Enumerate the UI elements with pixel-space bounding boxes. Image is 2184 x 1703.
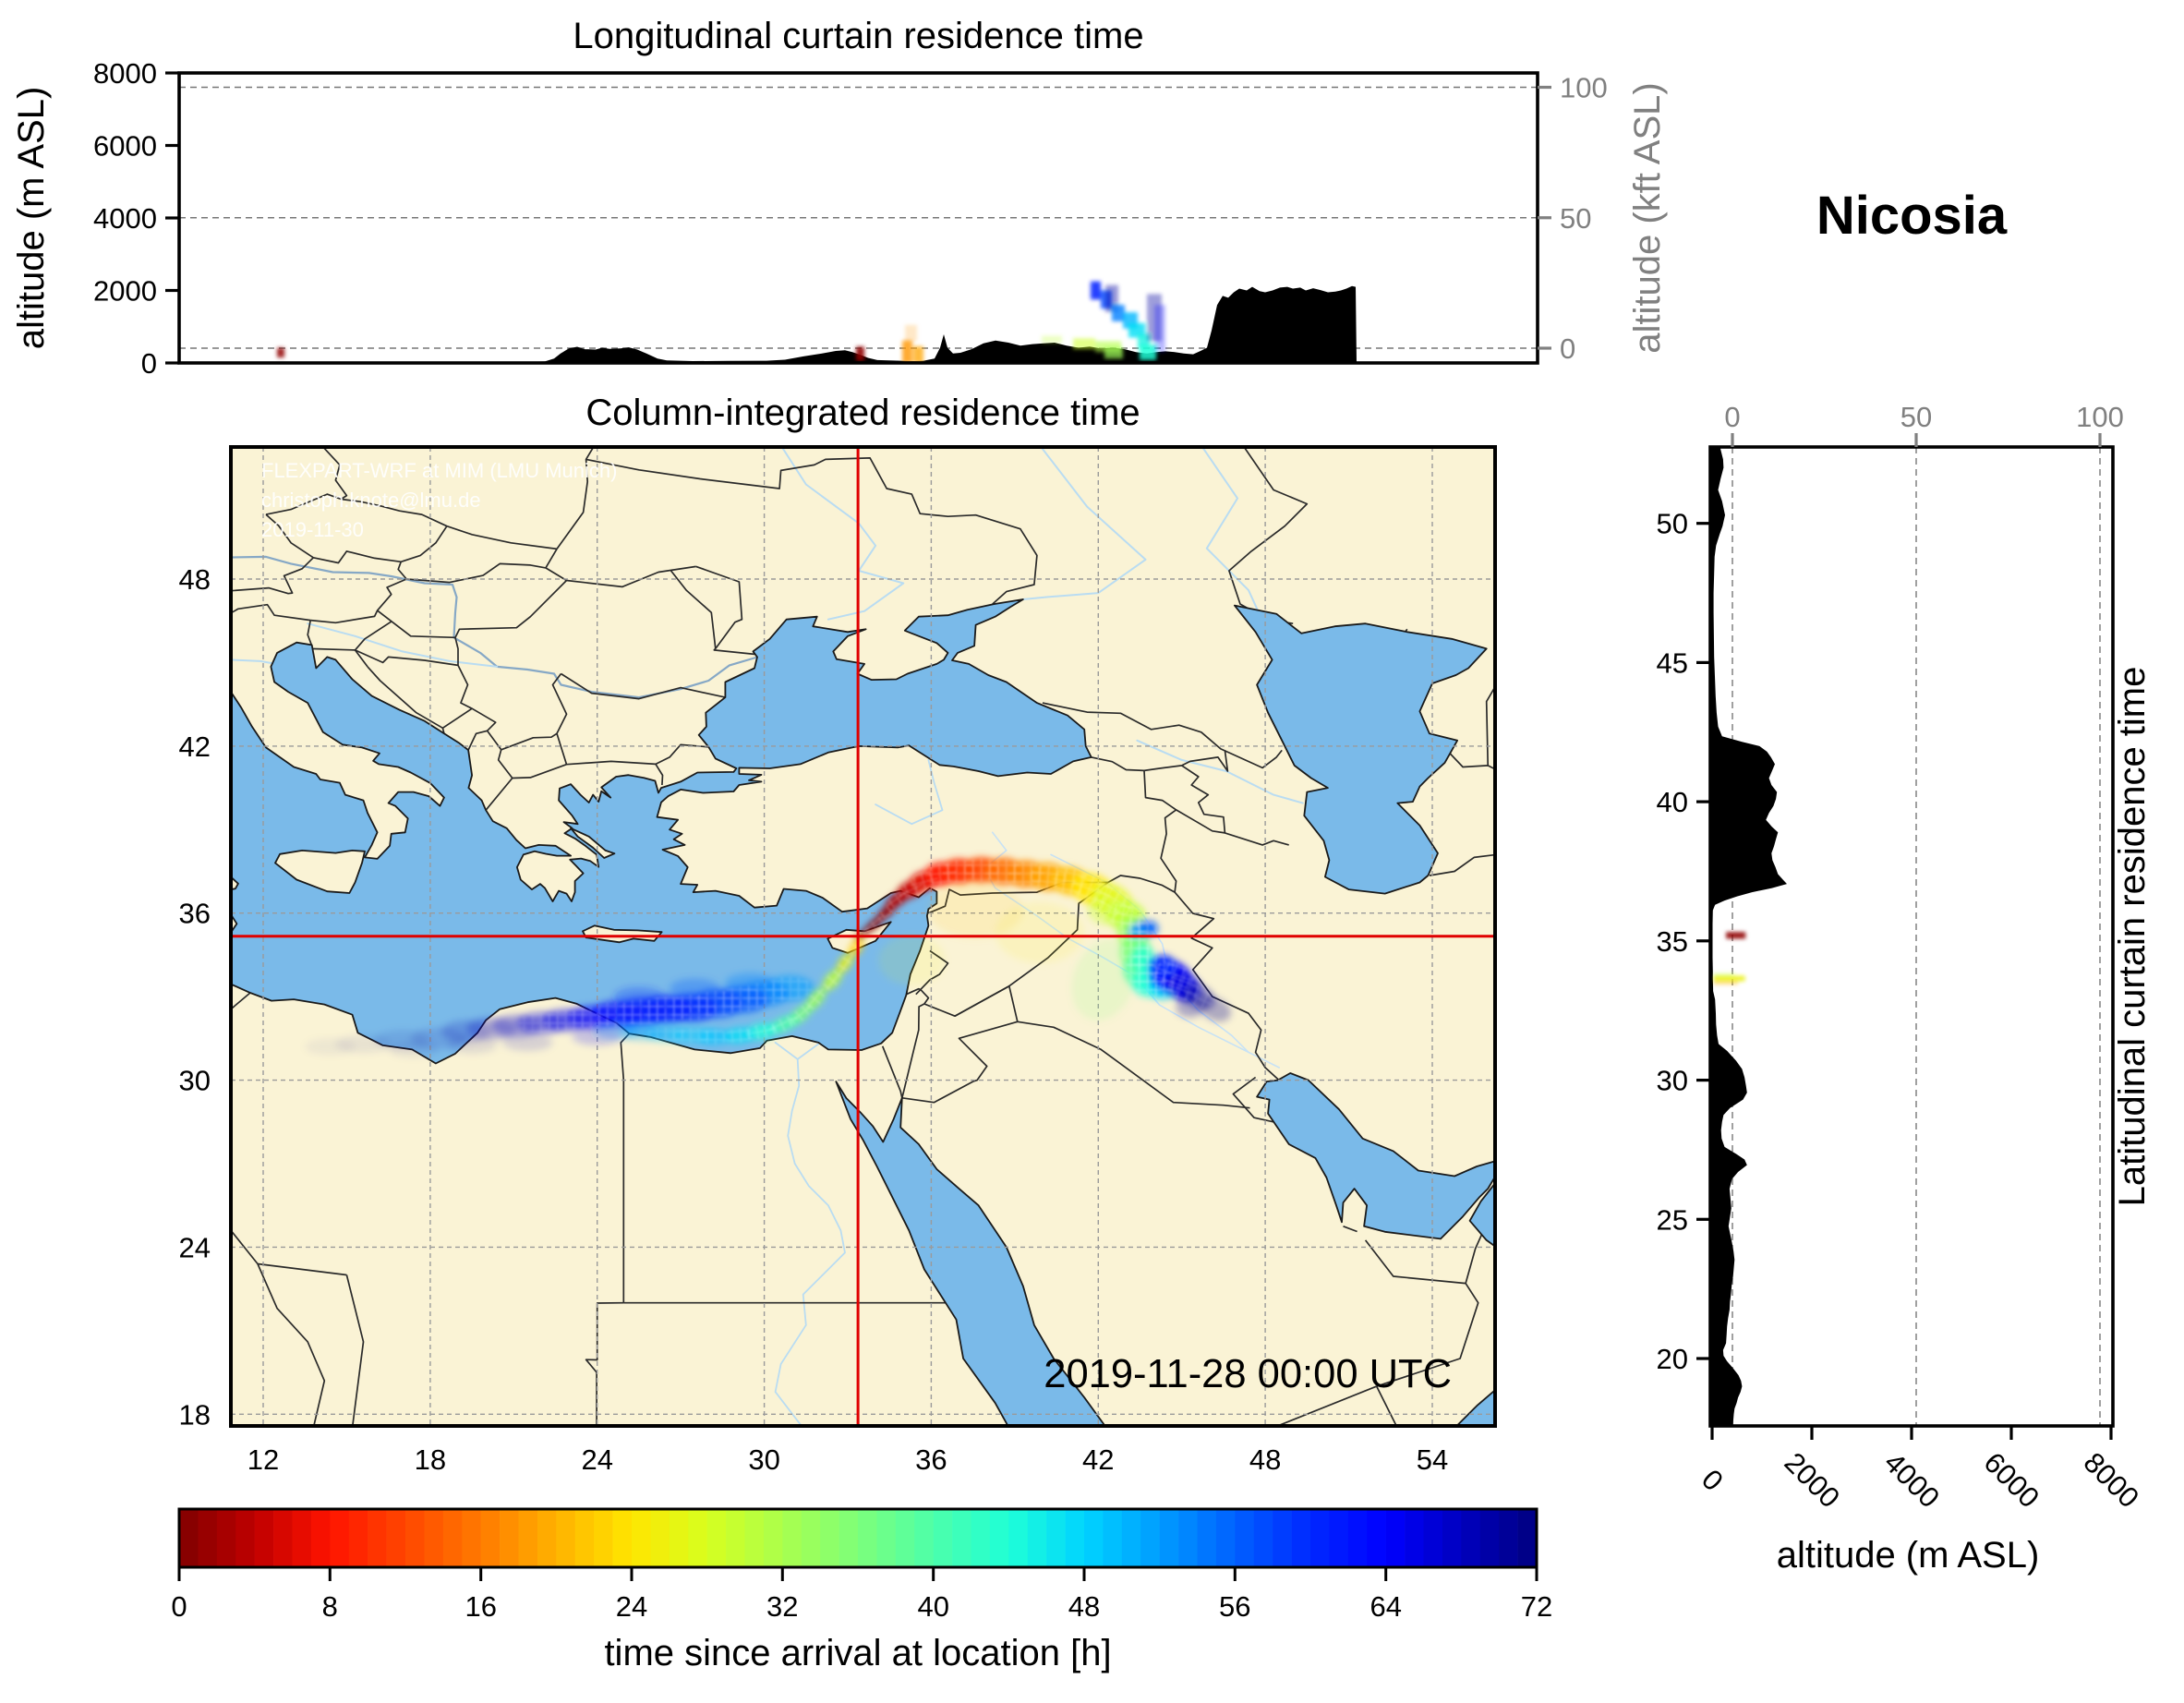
svg-text:16: 16 xyxy=(465,1590,496,1623)
svg-text:FLEXPART-WRF at MIM (LMU Munic: FLEXPART-WRF at MIM (LMU Munich) xyxy=(261,459,617,482)
svg-text:30: 30 xyxy=(179,1065,211,1097)
svg-text:45: 45 xyxy=(1657,646,1688,679)
svg-text:40: 40 xyxy=(1657,786,1688,818)
svg-text:36: 36 xyxy=(179,898,211,930)
svg-text:42: 42 xyxy=(179,731,211,763)
svg-text:0: 0 xyxy=(1560,332,1575,365)
svg-text:32: 32 xyxy=(766,1590,798,1623)
svg-text:24: 24 xyxy=(581,1443,612,1476)
svg-text:30: 30 xyxy=(1657,1065,1688,1097)
svg-text:Longitudinal curtain residence: Longitudinal curtain residence time xyxy=(573,16,1143,56)
svg-text:8000: 8000 xyxy=(93,57,157,90)
svg-text:Column-integrated residence ti: Column-integrated residence time xyxy=(585,393,1140,433)
svg-text:42: 42 xyxy=(1082,1443,1114,1476)
svg-text:18: 18 xyxy=(179,1398,211,1431)
svg-text:48: 48 xyxy=(1068,1590,1100,1623)
svg-text:altitude (kft ASL): altitude (kft ASL) xyxy=(1627,82,1668,353)
svg-text:8: 8 xyxy=(322,1590,338,1623)
svg-text:18: 18 xyxy=(415,1443,446,1476)
svg-text:25: 25 xyxy=(1657,1203,1688,1236)
svg-text:Latitudinal curtain residence: Latitudinal curtain residence time xyxy=(2112,667,2153,1207)
svg-text:48: 48 xyxy=(179,563,211,596)
svg-text:48: 48 xyxy=(1249,1443,1281,1476)
svg-text:2000: 2000 xyxy=(93,275,157,308)
svg-text:50: 50 xyxy=(1560,202,1591,235)
svg-text:64: 64 xyxy=(1370,1590,1401,1623)
svg-text:100: 100 xyxy=(2076,401,2124,433)
svg-text:4000: 4000 xyxy=(93,202,157,235)
svg-text:24: 24 xyxy=(616,1590,647,1623)
svg-text:20: 20 xyxy=(1657,1343,1688,1375)
svg-text:40: 40 xyxy=(917,1590,948,1623)
svg-text:6000: 6000 xyxy=(93,130,157,163)
svg-text:54: 54 xyxy=(1417,1443,1448,1476)
svg-text:0: 0 xyxy=(171,1590,187,1623)
svg-text:2019-11-30: 2019-11-30 xyxy=(261,518,364,541)
svg-text:24: 24 xyxy=(179,1231,211,1263)
svg-text:35: 35 xyxy=(1657,925,1688,958)
svg-text:altitude (m ASL): altitude (m ASL) xyxy=(1777,1535,2040,1576)
svg-text:time since arrival at location: time since arrival at location [h] xyxy=(604,1633,1111,1673)
svg-text:100: 100 xyxy=(1560,72,1608,104)
svg-text:Nicosia: Nicosia xyxy=(1816,186,2008,246)
svg-text:2019-11-28 00:00 UTC: 2019-11-28 00:00 UTC xyxy=(1044,1352,1452,1396)
svg-text:30: 30 xyxy=(748,1443,779,1476)
svg-text:0: 0 xyxy=(141,347,157,380)
svg-text:altitude (m ASL): altitude (m ASL) xyxy=(11,87,52,350)
svg-text:36: 36 xyxy=(915,1443,947,1476)
svg-text:12: 12 xyxy=(247,1443,279,1476)
svg-text:50: 50 xyxy=(1900,401,1932,433)
svg-text:christoph.knote@lmu.de: christoph.knote@lmu.de xyxy=(261,489,481,512)
svg-text:0: 0 xyxy=(1724,401,1740,433)
svg-text:72: 72 xyxy=(1521,1590,1552,1623)
svg-text:56: 56 xyxy=(1219,1590,1250,1623)
svg-text:50: 50 xyxy=(1657,508,1688,540)
